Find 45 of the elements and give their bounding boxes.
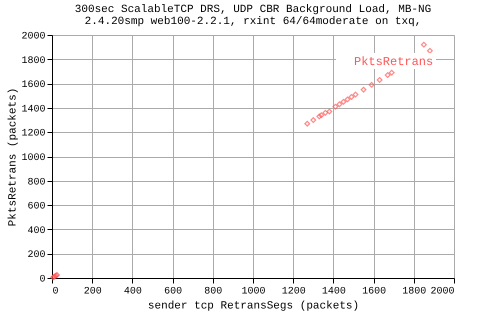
y-tick-label: 600 bbox=[27, 202, 46, 213]
y-axis-title: PktsRetrans (packets) bbox=[7, 88, 20, 226]
point bbox=[352, 92, 358, 98]
point bbox=[376, 77, 383, 83]
point bbox=[310, 117, 316, 123]
series-label: PktsRetrans bbox=[354, 55, 434, 69]
x-tick-label: 200 bbox=[84, 286, 102, 298]
chart-subtitle: 2.4.20smp web100-2.2.1, rxint 64/64moderate on txq, bbox=[84, 16, 422, 28]
x-tick-label: 800 bbox=[204, 286, 222, 298]
x-tick-label: 1200 bbox=[282, 286, 306, 298]
point bbox=[336, 101, 342, 108]
point bbox=[344, 96, 350, 102]
point bbox=[388, 70, 395, 76]
y-tick-label: 1600 bbox=[21, 80, 46, 92]
x-tick-label: 400 bbox=[124, 286, 142, 298]
point bbox=[384, 72, 391, 78]
y-tick-label: 1000 bbox=[21, 153, 46, 164]
x-tick-label: 600 bbox=[164, 286, 182, 298]
x-tick-label: 0 bbox=[52, 286, 59, 298]
y-tick-label: 1200 bbox=[21, 128, 46, 140]
point bbox=[340, 98, 346, 105]
x-tick-label: 1400 bbox=[322, 286, 346, 298]
x-tick-label: 1800 bbox=[402, 286, 426, 298]
y-tick-label: 0 bbox=[39, 274, 46, 286]
point bbox=[348, 94, 354, 100]
point bbox=[322, 110, 328, 116]
y-tick-label: 1800 bbox=[21, 56, 46, 67]
point bbox=[332, 104, 338, 110]
chart-title: 300sec ScalableTCP DRS, UDP CBR Background Load, MB-NG bbox=[74, 4, 432, 16]
point bbox=[304, 120, 310, 127]
point bbox=[316, 113, 322, 120]
point bbox=[420, 42, 427, 48]
y-tick-label: 200 bbox=[27, 250, 46, 262]
x-tick-label: 2000 bbox=[430, 286, 454, 298]
point bbox=[326, 108, 332, 114]
y-tick-label: 400 bbox=[27, 226, 46, 237]
x-tick-label: 1600 bbox=[362, 286, 386, 298]
y-tick-label: 800 bbox=[27, 177, 46, 188]
x-axis-title: sender tcp RetransSegs (packets) bbox=[148, 300, 360, 312]
y-tick-label: 2000 bbox=[21, 32, 46, 42]
y-tick-label: 1400 bbox=[21, 104, 46, 116]
point bbox=[368, 82, 375, 88]
point bbox=[360, 86, 366, 93]
point bbox=[318, 112, 324, 118]
x-tick-label: 1000 bbox=[241, 286, 266, 298]
